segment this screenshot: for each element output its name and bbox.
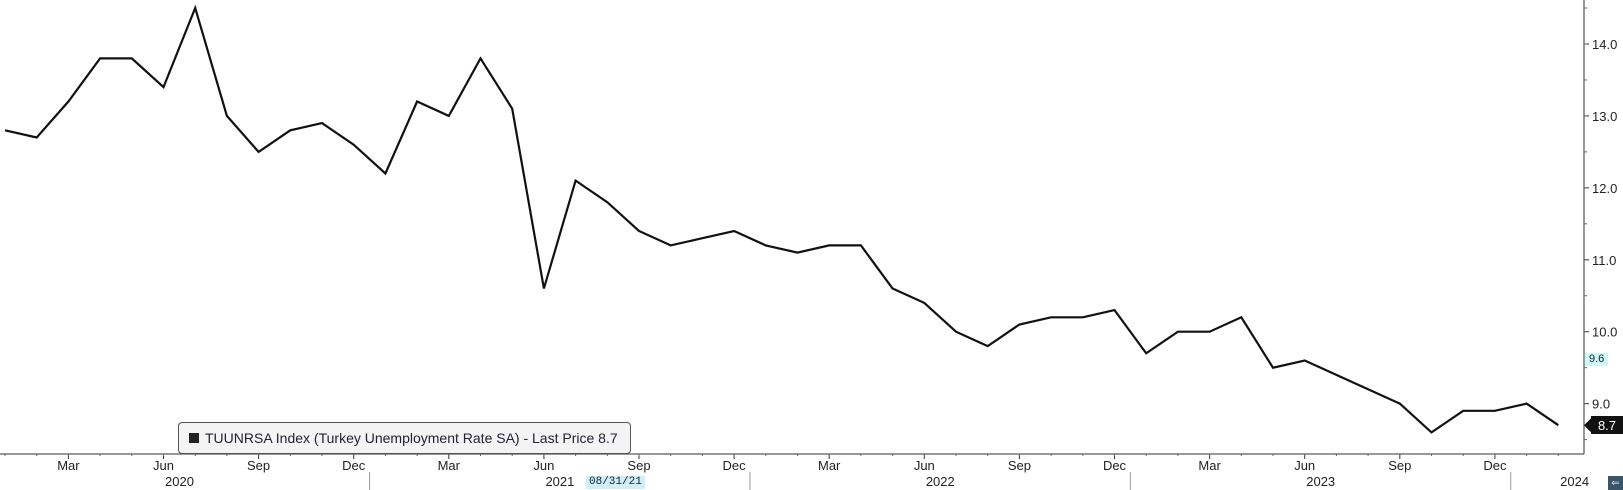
x-tick-label: Jun [1294,458,1315,473]
x-tick-label: Dec [342,458,366,473]
y-tick-label: 13.0 [1592,109,1617,124]
x-tick-label: Dec [1103,458,1127,473]
x-tick-label: Jun [153,458,174,473]
last-price-badge: 8.7 [1591,416,1623,435]
x-year-label: 2020 [165,474,194,489]
x-tick-label: Jun [533,458,554,473]
y-tick-label: 9.0 [1592,397,1610,412]
x-year-label: 2021 [545,474,574,489]
legend-swatch [189,433,199,443]
last-price-pointer [1584,417,1592,434]
x-tick-label: Mar [818,458,841,473]
x-year-label: 2023 [1306,474,1335,489]
x-year-label: 2022 [926,474,955,489]
x-tick-label: Sep [627,458,650,473]
y-tick-label: 14.0 [1592,37,1617,52]
x-tick-label: Sep [247,458,270,473]
x-year-label: 2024 [1560,474,1589,489]
x-tick-label: Mar [438,458,461,473]
legend-label: TUUNRSA Index (Turkey Unemployment Rate … [205,430,618,446]
y-tick-label: 11.0 [1592,253,1616,268]
x-tick-label: Sep [1008,458,1031,473]
marker-value-label: 9.6 [1585,353,1609,367]
x-axis: Mar Jun Sep Dec Mar Jun Sep Dec Mar Jun Sep Dec Mar J… [0,453,1589,490]
series-line [4,4,1559,434]
x-tick-label: Mar [57,458,80,473]
series-group [4,4,1559,434]
x-tick-label: Mar [1198,458,1221,473]
arrow-left-icon[interactable]: ⇐ [1608,476,1623,490]
x-tick-label: Sep [1388,458,1411,473]
y-axis: 9.0 10.0 11.0 12.0 13.0 14.0 [1583,0,1617,454]
x-tick-label: Dec [723,458,747,473]
x-tick-label: Dec [1483,458,1507,473]
legend: TUUNRSA Index (Turkey Unemployment Rate … [178,422,631,454]
y-tick-label: 12.0 [1592,181,1617,196]
crosshair-date-stamp: 08/31/21 [586,476,645,489]
y-tick-label: 10.0 [1592,325,1617,340]
x-tick-label: Jun [914,458,935,473]
